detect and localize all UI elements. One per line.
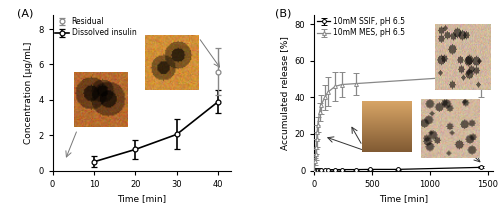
X-axis label: Time [min]: Time [min] <box>117 194 166 203</box>
Legend: 10mM SSIF, pH 6.5, 10mM MES, pH 6.5: 10mM SSIF, pH 6.5, 10mM MES, pH 6.5 <box>316 17 406 38</box>
X-axis label: Time [min]: Time [min] <box>379 194 428 203</box>
Legend: Residual, Dissolved insulin: Residual, Dissolved insulin <box>55 17 136 38</box>
Y-axis label: Concentration [µg/mL]: Concentration [µg/mL] <box>24 42 32 144</box>
Y-axis label: Accumulated release [%]: Accumulated release [%] <box>280 36 289 150</box>
Text: (A): (A) <box>17 9 33 19</box>
Text: (B): (B) <box>275 9 291 19</box>
